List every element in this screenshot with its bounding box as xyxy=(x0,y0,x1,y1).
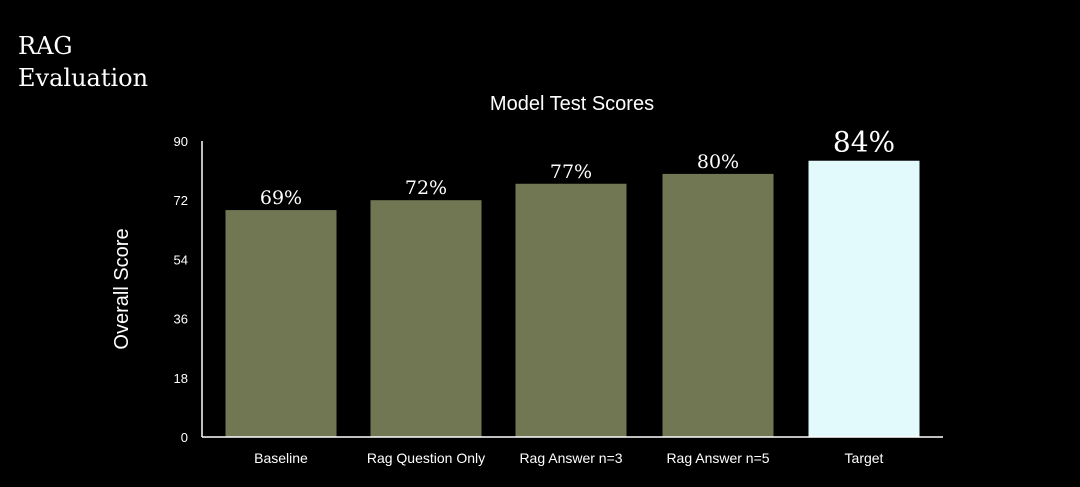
x-tick-label: Rag Question Only xyxy=(367,450,485,466)
y-tick-label: 0 xyxy=(181,430,188,445)
bar xyxy=(370,200,482,437)
slide-title-line-2: Evaluation xyxy=(18,64,149,92)
data-label: 72% xyxy=(405,177,447,199)
y-tick-label: 54 xyxy=(174,252,188,267)
bar xyxy=(515,183,627,437)
y-tick-label: 36 xyxy=(174,312,188,327)
bar-series xyxy=(225,160,920,437)
bar xyxy=(808,160,920,437)
data-label: 69% xyxy=(260,187,302,209)
x-tick-label: Target xyxy=(845,450,884,466)
y-axis-label: Overall Score xyxy=(111,228,133,349)
data-label: 80% xyxy=(697,151,739,173)
slide-title: RAG Evaluation xyxy=(18,30,148,94)
data-label: 77% xyxy=(550,161,592,183)
x-axis-ticks: Baseline Rag Question Only Rag Answer n=3 R… xyxy=(254,450,883,466)
x-tick-label: Baseline xyxy=(254,450,308,466)
y-tick-label: 72 xyxy=(174,193,188,208)
x-tick-label: Rag Answer n=3 xyxy=(519,450,622,466)
bar xyxy=(662,173,774,437)
x-tick-label: Rag Answer n=5 xyxy=(666,450,769,466)
data-label: 84% xyxy=(833,126,895,159)
bar xyxy=(225,210,337,437)
chart-title: Model Test Scores xyxy=(490,93,654,115)
y-axis-ticks: 0 18 36 54 72 90 xyxy=(174,134,188,445)
slide-title-line-1: RAG xyxy=(18,32,73,60)
y-tick-label: 90 xyxy=(174,134,188,149)
y-tick-label: 18 xyxy=(174,371,188,386)
data-labels: 69% 72% 77% 80% 84% xyxy=(260,126,895,209)
